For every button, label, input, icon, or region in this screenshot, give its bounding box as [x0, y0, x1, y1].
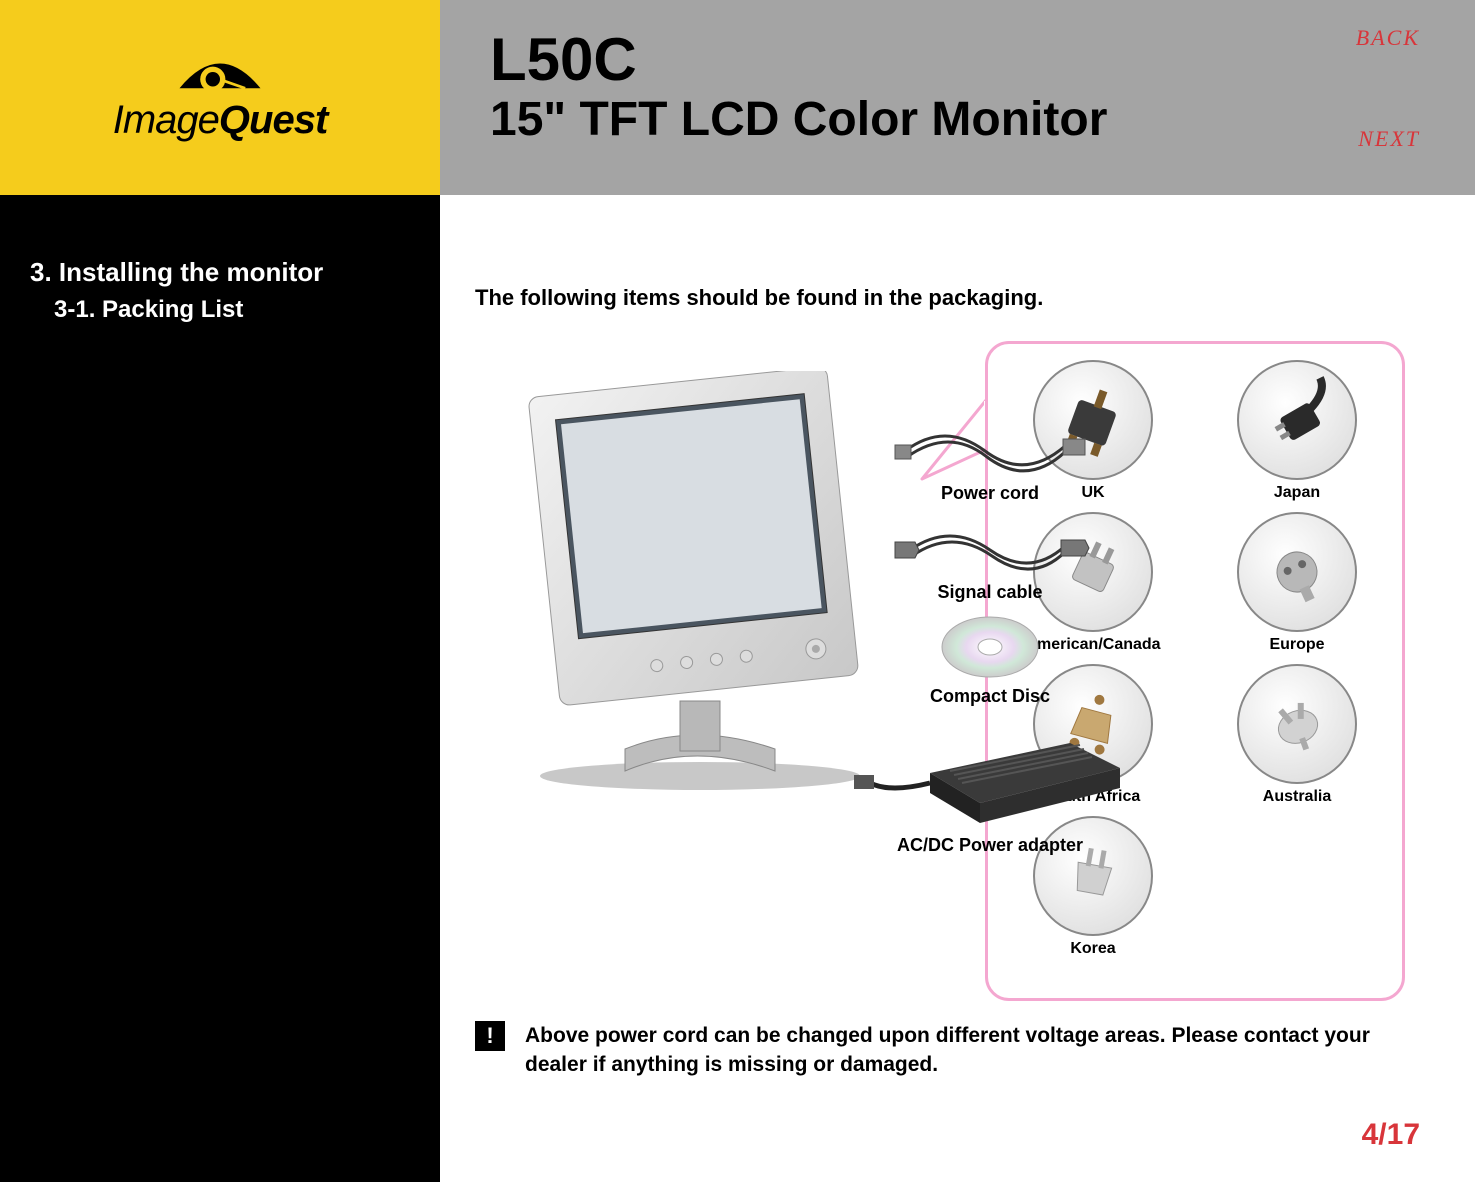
plug-japan-icon [1237, 360, 1357, 480]
disc-item: Compact Disc [930, 609, 1050, 707]
adapter-icon [850, 713, 1130, 833]
note-row: ! Above power cord can be changed upon d… [475, 1021, 1415, 1080]
eye-icon [175, 52, 265, 102]
power-cord-icon [885, 411, 1095, 481]
plug-item-au: Australia [1237, 664, 1357, 806]
model-subtitle: 15" TFT LCD Color Monitor [490, 92, 1475, 147]
plug-label: Japan [1274, 484, 1320, 502]
plug-label: Australia [1263, 788, 1331, 806]
logo-text-light: Image [113, 98, 219, 142]
page-number: 4/17 [1362, 1118, 1420, 1152]
adapter-item: AC/DC Power adapter [850, 713, 1130, 856]
model-title: L50C [490, 30, 1475, 90]
disc-icon [935, 609, 1045, 684]
signal-cable-item: Signal cable [885, 510, 1095, 603]
main-content: The following items should be found in t… [440, 195, 1475, 1182]
brand-logo: ImageQuest [113, 52, 328, 143]
nav-links: BACK NEXT [1356, 25, 1420, 152]
plug-europe-icon [1237, 512, 1357, 632]
item-label: Power cord [941, 483, 1039, 504]
packing-diagram: UK Japan American/Canada [475, 341, 1415, 1021]
accessory-column: Power cord Signal cable [845, 411, 1135, 856]
power-cord-item: Power cord [885, 411, 1095, 504]
title-bar: L50C 15" TFT LCD Color Monitor [440, 0, 1475, 195]
logo-text: ImageQuest [113, 98, 328, 143]
warning-icon: ! [475, 1021, 505, 1051]
item-label: AC/DC Power adapter [897, 835, 1083, 856]
intro-text: The following items should be found in t… [475, 285, 1415, 311]
plug-item-europe: Europe [1237, 512, 1357, 654]
plug-label: Europe [1269, 636, 1324, 654]
logo-text-bold: Quest [219, 98, 327, 142]
subsection-title: 3-1. Packing List [54, 296, 410, 324]
plug-label: Korea [1070, 940, 1115, 958]
logo-block: ImageQuest [0, 0, 440, 195]
sidebar: 3. Installing the monitor 3-1. Packing L… [0, 195, 440, 1182]
back-link[interactable]: BACK [1356, 25, 1420, 51]
next-link[interactable]: NEXT [1358, 126, 1420, 152]
signal-cable-icon [885, 510, 1095, 580]
monitor-illustration [515, 371, 875, 791]
plug-au-icon [1237, 664, 1357, 784]
item-label: Compact Disc [930, 686, 1050, 707]
note-text: Above power cord can be changed upon dif… [525, 1021, 1395, 1080]
plug-item-japan: Japan [1237, 360, 1357, 502]
section-title: 3. Installing the monitor [30, 255, 410, 290]
item-label: Signal cable [937, 582, 1042, 603]
